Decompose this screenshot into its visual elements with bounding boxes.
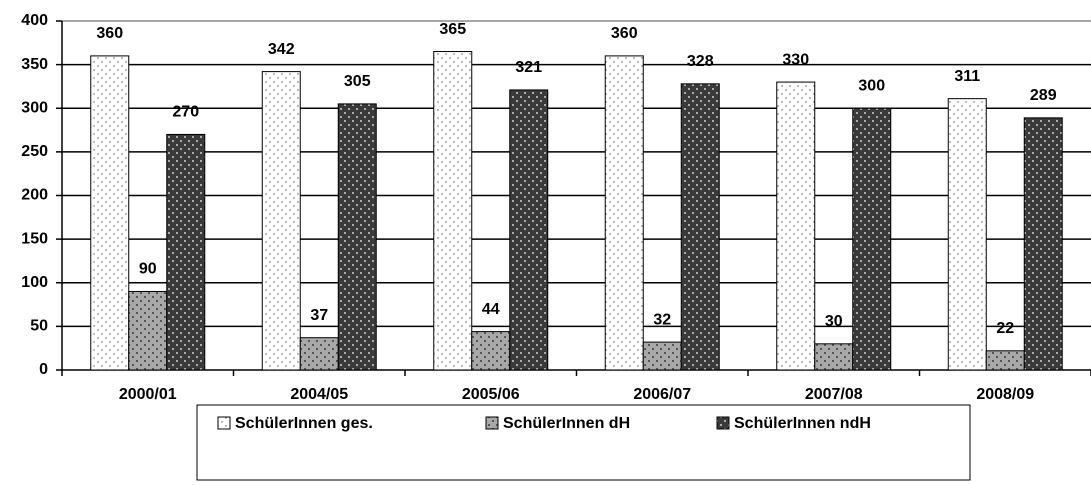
data-label: 365 bbox=[439, 21, 466, 38]
x-tick-label: 2008/09 bbox=[976, 386, 1034, 403]
data-label: 311 bbox=[954, 68, 980, 85]
legend-label: SchülerInnen ges. bbox=[235, 415, 373, 432]
bar bbox=[985, 350, 1025, 371]
y-tick-label: 350 bbox=[21, 56, 48, 73]
data-label: 360 bbox=[96, 25, 123, 42]
x-tick-label: 2000/01 bbox=[119, 386, 177, 403]
bar bbox=[680, 83, 720, 371]
bar bbox=[166, 133, 206, 371]
bar bbox=[337, 103, 377, 371]
bar bbox=[852, 107, 892, 371]
data-label: 30 bbox=[825, 313, 843, 330]
data-label: 360 bbox=[611, 25, 638, 42]
x-tick-label: 2007/08 bbox=[805, 386, 863, 403]
data-label: 44 bbox=[482, 301, 500, 318]
legend-label: SchülerInnen ndH bbox=[734, 415, 871, 432]
data-label: 321 bbox=[515, 59, 542, 76]
data-label: 328 bbox=[687, 53, 714, 70]
x-tick-label: 2004/05 bbox=[290, 386, 348, 403]
bar bbox=[947, 98, 987, 371]
bar bbox=[299, 337, 339, 371]
bar bbox=[90, 55, 130, 371]
bar bbox=[261, 71, 301, 371]
legend-swatch bbox=[217, 416, 231, 430]
x-tick-label: 2005/06 bbox=[462, 386, 520, 403]
y-tick-label: 300 bbox=[21, 99, 48, 116]
bar bbox=[642, 341, 682, 371]
bar bbox=[433, 51, 473, 371]
legend-swatch bbox=[716, 416, 730, 430]
data-label: 289 bbox=[1030, 87, 1057, 104]
y-tick-label: 100 bbox=[21, 274, 48, 291]
legend-label: SchülerInnen dH bbox=[503, 415, 630, 432]
y-tick-label: 400 bbox=[21, 12, 48, 29]
data-label: 32 bbox=[653, 311, 671, 328]
data-label: 22 bbox=[996, 320, 1014, 337]
data-label: 342 bbox=[268, 41, 295, 58]
data-label: 300 bbox=[858, 77, 885, 94]
y-tick-label: 150 bbox=[21, 230, 48, 247]
y-tick-label: 0 bbox=[39, 361, 48, 378]
data-label: 270 bbox=[172, 104, 199, 121]
bar bbox=[814, 343, 854, 371]
y-tick-label: 200 bbox=[21, 187, 48, 204]
x-tick-label: 2006/07 bbox=[633, 386, 691, 403]
bar bbox=[1023, 117, 1063, 371]
bar bbox=[776, 81, 816, 371]
data-label: 305 bbox=[344, 73, 371, 90]
legend-box bbox=[196, 404, 971, 481]
legend-swatch bbox=[485, 416, 499, 430]
data-label: 90 bbox=[139, 261, 157, 278]
bar bbox=[471, 331, 511, 371]
y-tick-label: 250 bbox=[21, 143, 48, 160]
bar bbox=[604, 55, 644, 371]
y-tick-label: 50 bbox=[30, 318, 48, 335]
bar bbox=[509, 89, 549, 371]
bar bbox=[128, 290, 168, 371]
data-label: 330 bbox=[782, 51, 809, 68]
data-label: 37 bbox=[310, 307, 328, 324]
